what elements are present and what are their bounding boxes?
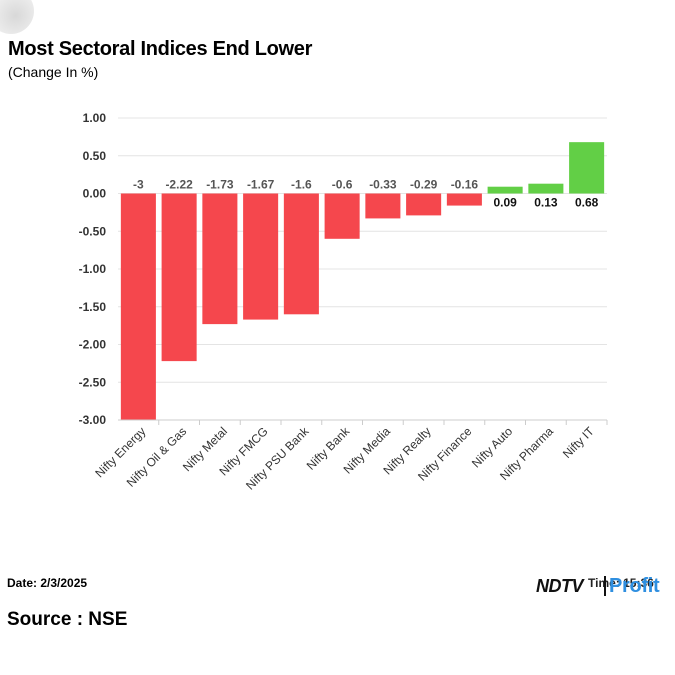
bar bbox=[446, 193, 482, 206]
y-tick-label: 0.50 bbox=[83, 149, 107, 163]
data-label: 0.13 bbox=[534, 196, 558, 210]
y-tick-label: -1.50 bbox=[79, 300, 107, 314]
y-tick-label: -3.00 bbox=[79, 413, 107, 427]
data-label: -1.67 bbox=[247, 178, 275, 192]
y-tick-label: 1.00 bbox=[83, 111, 107, 125]
bar bbox=[365, 193, 401, 219]
bar-chart: 1.00 0.50 0.00 -0.50 -1.00 -1.50 -2.00 -2.50 -3.… bbox=[79, 111, 608, 493]
data-label: 0.09 bbox=[493, 196, 517, 210]
y-tick-label: 0.00 bbox=[83, 187, 107, 201]
bar bbox=[569, 142, 605, 194]
bar bbox=[161, 193, 197, 362]
chart-title: Most Sectoral Indices End Lower bbox=[8, 38, 313, 60]
data-label: 0.68 bbox=[575, 196, 599, 210]
bar bbox=[487, 186, 523, 194]
bar bbox=[120, 193, 156, 420]
data-label: -1.6 bbox=[291, 178, 312, 192]
y-tick-label: -1.00 bbox=[79, 262, 107, 276]
category-label: Nifty IT bbox=[560, 424, 597, 461]
bar bbox=[243, 193, 279, 320]
data-label: -3 bbox=[133, 178, 144, 192]
data-label: -1.73 bbox=[206, 178, 234, 192]
data-label: -0.6 bbox=[332, 178, 353, 192]
bar bbox=[202, 193, 238, 325]
data-label: -0.33 bbox=[369, 178, 397, 192]
data-label: -0.29 bbox=[410, 178, 438, 192]
y-tick-label: -2.00 bbox=[79, 338, 107, 352]
bar bbox=[406, 193, 442, 216]
chart-subtitle: (Change In %) bbox=[8, 64, 99, 80]
date-label: Date: 2/3/2025 bbox=[7, 576, 88, 590]
profit-logo-text: Profit bbox=[609, 575, 660, 597]
y-tick-label: -2.50 bbox=[79, 375, 107, 389]
data-label: -0.16 bbox=[451, 178, 479, 192]
brand-logo: Time: 15:36 NDTV Profit bbox=[536, 574, 672, 600]
y-tick-label: -0.50 bbox=[79, 224, 107, 238]
logo-divider bbox=[604, 576, 606, 596]
bar bbox=[324, 193, 360, 239]
data-label: -2.22 bbox=[165, 178, 193, 192]
source-label: Source : NSE bbox=[7, 609, 128, 630]
ndtv-logo-text: NDTV bbox=[536, 576, 584, 596]
bar bbox=[283, 193, 319, 315]
bar bbox=[528, 183, 564, 194]
